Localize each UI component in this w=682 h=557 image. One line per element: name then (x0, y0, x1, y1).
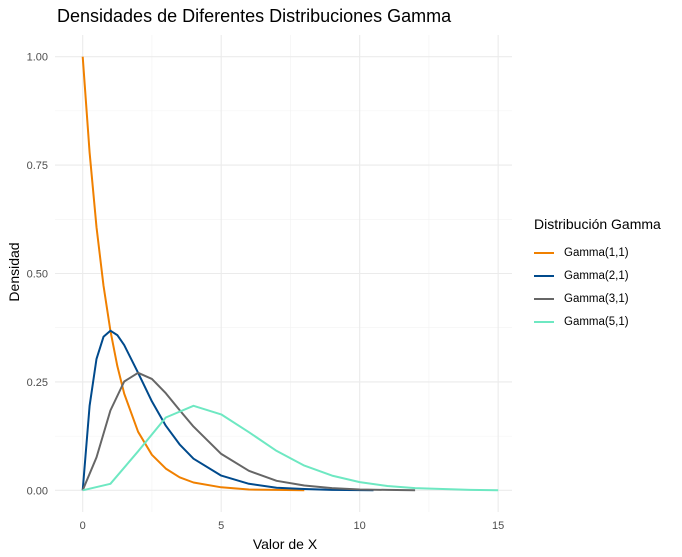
x-tick-label: 15 (492, 520, 504, 532)
series-line-3 (81, 371, 416, 492)
y-tick-label: 0.00 (27, 485, 48, 497)
y-tick-label: 0.50 (27, 269, 48, 281)
series-line-2 (81, 329, 374, 492)
y-axis-title: Densidad (6, 242, 22, 301)
series-lines (81, 56, 499, 492)
y-tick-label: 1.00 (27, 52, 48, 64)
legend-key (534, 320, 554, 323)
grid (55, 35, 512, 512)
x-axis-title: Valor de X (253, 536, 318, 552)
legend: Distribución Gamma Gamma(1,1) Gamma(2,1) G… (534, 216, 661, 333)
legend-key (534, 297, 554, 300)
legend-key (534, 274, 554, 277)
y-tick-label: 0.25 (27, 377, 48, 389)
x-tick-label: 5 (218, 520, 224, 532)
tick-labels: 0 5 10 15 0.00 0.25 0.50 0.75 1.00 (27, 52, 505, 532)
x-tick-label: 10 (354, 520, 366, 532)
legend-label: Gamma(2,1) (564, 269, 629, 282)
legend-label: Gamma(3,1) (564, 292, 629, 305)
x-tick-label: 0 (80, 520, 86, 532)
legend-key (534, 251, 554, 254)
legend-title: Distribución Gamma (534, 216, 661, 232)
y-tick-label: 0.75 (27, 160, 48, 172)
legend-item-1: Gamma(1,1) (534, 241, 661, 264)
legend-label: Gamma(1,1) (564, 246, 629, 259)
series-line-4 (82, 404, 499, 492)
legend-label: Gamma(5,1) (564, 315, 629, 328)
legend-item-4: Gamma(5,1) (534, 310, 661, 333)
chart-title: Densidades de Diferentes Distribuciones … (57, 6, 452, 26)
legend-item-3: Gamma(3,1) (534, 287, 661, 310)
legend-item-2: Gamma(2,1) (534, 264, 661, 287)
legend-items: Gamma(1,1) Gamma(2,1) Gamma(3,1) Gamma(5,1) (534, 241, 661, 333)
